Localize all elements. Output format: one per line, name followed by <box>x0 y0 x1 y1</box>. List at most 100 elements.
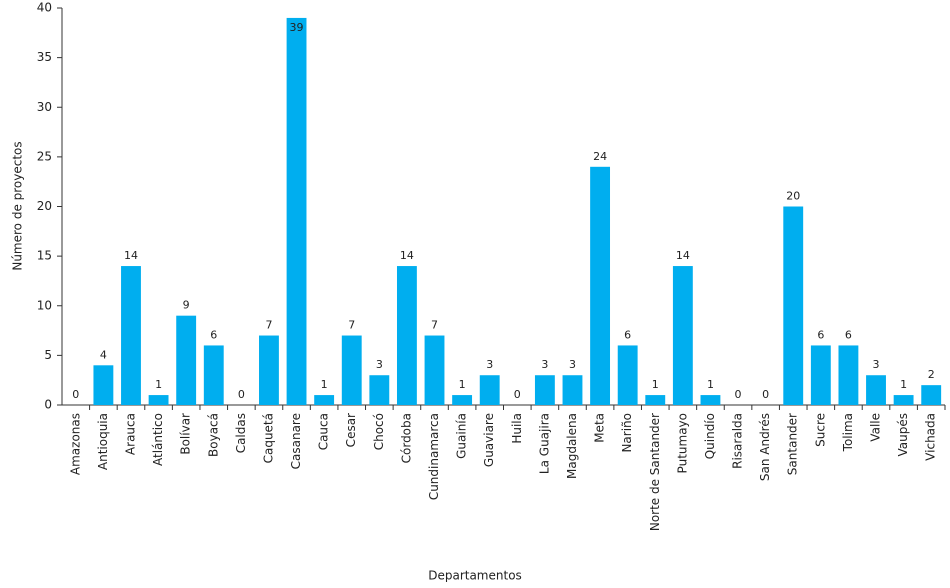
value-label: 1 <box>900 378 907 391</box>
y-tick-label: 35 <box>37 50 52 64</box>
value-label: 4 <box>100 348 107 361</box>
bar <box>424 335 445 405</box>
bar <box>838 345 859 405</box>
bar <box>866 375 886 405</box>
x-tick-label: Casanare <box>289 413 303 469</box>
value-label: 1 <box>459 378 466 391</box>
bar <box>672 266 693 405</box>
bar <box>617 345 638 405</box>
x-tick-label: Norte de Santander <box>648 413 662 531</box>
bar <box>562 375 583 405</box>
x-tick-label: Cundinamarca <box>427 413 441 500</box>
x-tick-label: Chocó <box>372 413 386 450</box>
value-label: 3 <box>376 358 383 371</box>
bar <box>121 266 141 405</box>
value-label: 7 <box>265 319 272 332</box>
value-label: 20 <box>786 190 800 203</box>
value-label: 14 <box>400 249 414 262</box>
x-tick-label: Córdoba <box>399 413 413 463</box>
x-tick-label: Guaviare <box>482 413 496 467</box>
value-label: 0 <box>72 388 79 401</box>
x-tick-label: Vichada <box>924 413 938 461</box>
bar <box>645 395 666 405</box>
x-tick-label: Bolívar <box>179 413 193 455</box>
y-tick-label: 0 <box>44 398 52 412</box>
y-tick-label: 25 <box>37 149 52 163</box>
value-label: 24 <box>593 150 607 163</box>
x-tick-label: Cauca <box>317 413 331 450</box>
x-tick-label: Amazonas <box>68 413 82 475</box>
value-label: 3 <box>541 358 548 371</box>
y-tick-label: 15 <box>37 249 52 263</box>
x-tick-label: Huila <box>510 413 524 444</box>
bar <box>810 345 831 405</box>
x-tick-label: Risaralda <box>731 413 745 469</box>
bar <box>341 335 362 405</box>
value-label: 39 <box>290 21 304 34</box>
value-label: 0 <box>762 388 769 401</box>
bar <box>783 206 804 405</box>
x-tick-label: Quindío <box>703 413 717 459</box>
x-tick-label: San Andrés <box>758 413 772 481</box>
bar <box>700 395 721 405</box>
value-label: 6 <box>845 328 852 341</box>
value-label: 6 <box>817 328 824 341</box>
x-tick-label: Valle <box>869 413 883 442</box>
bar <box>921 385 942 405</box>
x-tick-label: Atlántico <box>151 413 165 466</box>
bar <box>369 375 390 405</box>
value-label: 0 <box>238 388 245 401</box>
bar <box>314 395 335 405</box>
x-tick-label: Arauca <box>123 413 137 455</box>
y-tick-label: 30 <box>37 100 52 114</box>
y-tick-label: 20 <box>37 199 52 213</box>
x-tick-label: La Guajira <box>537 413 551 474</box>
value-label: 14 <box>676 249 690 262</box>
value-label: 3 <box>873 358 880 371</box>
value-label: 7 <box>348 319 355 332</box>
x-tick-label: Cesar <box>344 413 358 447</box>
bar <box>452 395 473 405</box>
value-label: 9 <box>183 299 190 312</box>
value-label: 1 <box>652 378 659 391</box>
x-tick-label: Guainía <box>455 413 469 459</box>
bar <box>534 375 555 405</box>
value-label: 14 <box>124 249 138 262</box>
value-label: 0 <box>735 388 742 401</box>
x-tick-label: Putumayo <box>675 413 689 473</box>
y-tick-label: 40 <box>37 1 52 15</box>
x-tick-label: Caldas <box>234 413 248 453</box>
bar <box>396 266 417 405</box>
value-label: 3 <box>486 358 493 371</box>
bar <box>93 365 114 405</box>
bar <box>286 17 307 406</box>
x-tick-label: Sucre <box>813 413 827 447</box>
x-tick-label: Antioquia <box>96 413 110 470</box>
value-label: 1 <box>155 378 162 391</box>
x-tick-label: Nariño <box>620 413 634 453</box>
value-label: 0 <box>514 388 521 401</box>
value-label: 3 <box>569 358 576 371</box>
x-tick-label: Santander <box>786 413 800 475</box>
y-axis-title: Número de proyectos <box>11 141 25 270</box>
value-label: 6 <box>210 328 217 341</box>
bar <box>479 375 500 405</box>
bar <box>203 345 224 405</box>
x-tick-label: Boyacá <box>206 413 220 457</box>
bar <box>893 395 914 405</box>
x-axis-title: Departamentos <box>428 569 522 583</box>
x-tick-label: Vaupés <box>896 413 910 457</box>
value-label: 7 <box>431 319 438 332</box>
bar <box>259 335 279 405</box>
value-label: 1 <box>707 378 714 391</box>
x-tick-label: Tolima <box>841 413 855 452</box>
x-tick-label: Caquetá <box>261 413 275 463</box>
value-label: 6 <box>624 328 631 341</box>
bar <box>148 395 169 405</box>
y-tick-label: 10 <box>37 298 52 312</box>
x-tick-label: Meta <box>593 413 607 443</box>
bar <box>590 166 611 405</box>
value-label: 2 <box>928 368 935 381</box>
x-tick-label: Magdalena <box>565 413 579 479</box>
